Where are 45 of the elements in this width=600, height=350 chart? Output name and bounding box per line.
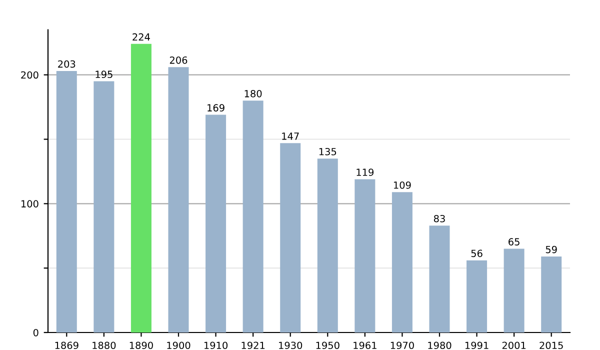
data-label: 206 bbox=[170, 56, 188, 64]
bar bbox=[94, 81, 114, 332]
data-label: 59 bbox=[546, 246, 557, 254]
x-tick-label: 1950 bbox=[316, 342, 340, 350]
data-label: 224 bbox=[132, 33, 150, 41]
data-label: 203 bbox=[58, 60, 76, 68]
x-tick-label: 1880 bbox=[92, 342, 116, 350]
bar bbox=[206, 114, 226, 332]
y-tick-label: 100 bbox=[21, 200, 38, 208]
bar bbox=[280, 143, 301, 332]
x-tick-label: 2015 bbox=[540, 342, 563, 350]
x-tick-label: 1961 bbox=[354, 342, 376, 350]
data-label: 65 bbox=[508, 238, 520, 246]
x-tick-label: 1910 bbox=[204, 342, 228, 350]
bar bbox=[354, 179, 376, 332]
data-label: 135 bbox=[319, 148, 336, 156]
x-tick-label: 2001 bbox=[502, 342, 526, 350]
y-tick-label: 200 bbox=[21, 71, 38, 79]
x-tick-label: 1921 bbox=[242, 342, 265, 350]
bar bbox=[392, 192, 412, 332]
x-tick-label: 1991 bbox=[465, 342, 488, 350]
bar bbox=[466, 260, 488, 332]
data-label: 195 bbox=[96, 70, 112, 78]
bar bbox=[541, 256, 562, 332]
bar bbox=[429, 226, 450, 332]
bar bbox=[130, 44, 152, 332]
x-tick-label: 1890 bbox=[130, 342, 153, 350]
bar bbox=[56, 70, 77, 332]
bar bbox=[317, 158, 338, 332]
x-tick-label: 1980 bbox=[428, 342, 452, 350]
bar bbox=[504, 248, 524, 332]
data-label: 169 bbox=[208, 104, 224, 112]
data-label: 119 bbox=[356, 168, 374, 176]
x-tick-label: 1930 bbox=[279, 342, 302, 350]
bar bbox=[168, 67, 189, 332]
data-label: 56 bbox=[471, 250, 482, 258]
x-tick-label: 1970 bbox=[390, 342, 414, 350]
data-label: 180 bbox=[244, 90, 262, 98]
data-label: 147 bbox=[282, 132, 299, 140]
x-tick-label: 1869 bbox=[55, 342, 78, 350]
y-tick-label: 0 bbox=[33, 328, 38, 336]
bar bbox=[242, 100, 264, 332]
data-label: 83 bbox=[434, 214, 445, 222]
data-label: 109 bbox=[394, 181, 411, 189]
x-tick-label: 1900 bbox=[167, 342, 190, 350]
